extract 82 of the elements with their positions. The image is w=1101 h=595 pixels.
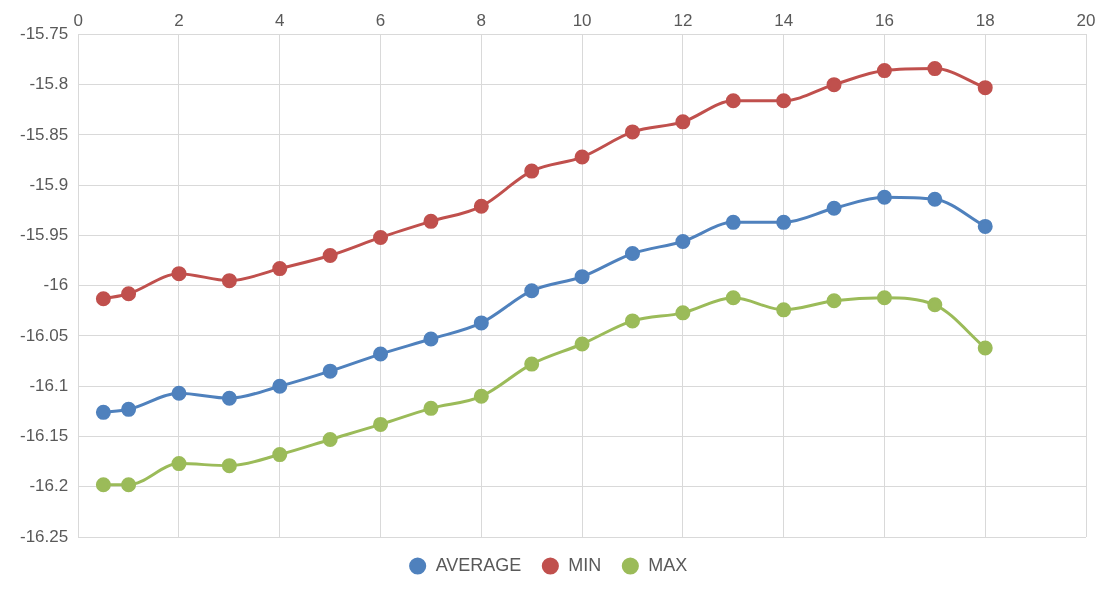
- y-tick-label: -15.85: [20, 124, 69, 144]
- y-tick-label: -15.9: [29, 174, 69, 194]
- legend-label: MIN: [568, 554, 602, 575]
- point: [121, 286, 137, 302]
- point: [373, 346, 389, 362]
- x-tick-label: 20: [1076, 10, 1096, 30]
- point: [876, 63, 892, 79]
- y-tick-label: -16: [43, 275, 69, 295]
- point: [95, 404, 111, 420]
- point: [171, 266, 187, 282]
- y-tick-label: -16.1: [29, 375, 69, 395]
- x-tick-label: 18: [975, 10, 995, 30]
- point: [272, 378, 288, 394]
- point: [272, 447, 288, 463]
- point: [574, 336, 590, 352]
- point: [826, 293, 842, 309]
- point: [574, 149, 590, 165]
- point: [624, 124, 640, 140]
- point: [524, 283, 540, 299]
- point: [624, 246, 640, 262]
- point: [322, 363, 338, 379]
- y-tick-label: -15.75: [20, 24, 69, 44]
- point: [725, 93, 741, 109]
- point: [675, 305, 691, 321]
- point: [977, 80, 993, 96]
- x-tick-label: 12: [673, 10, 693, 30]
- x-tick-label: 6: [375, 10, 386, 30]
- y-tick-label: -16.15: [20, 426, 69, 446]
- x-tick-label: 10: [572, 10, 592, 30]
- legend-label: MAX: [648, 554, 688, 575]
- point: [574, 269, 590, 285]
- x-tick-label: 0: [73, 10, 83, 30]
- point: [95, 477, 111, 493]
- x-tick-label: 14: [774, 10, 794, 30]
- point: [221, 390, 237, 406]
- x-tick-label: 4: [275, 10, 285, 30]
- y-tick-label: -16.25: [20, 526, 69, 546]
- point: [524, 356, 540, 372]
- point: [423, 213, 439, 229]
- point: [171, 385, 187, 401]
- point: [876, 290, 892, 306]
- y-tick-label: -15.8: [29, 74, 69, 94]
- point: [221, 273, 237, 289]
- point: [373, 229, 389, 245]
- point: [473, 198, 489, 214]
- point: [121, 477, 137, 493]
- point: [373, 416, 389, 432]
- point: [95, 291, 111, 307]
- point: [423, 331, 439, 347]
- point: [776, 93, 792, 109]
- point: [524, 163, 540, 179]
- x-tick-label: 8: [476, 10, 487, 30]
- point: [776, 302, 792, 318]
- y-tick-label: -15.95: [20, 225, 69, 245]
- point: [473, 388, 489, 404]
- point: [121, 401, 137, 417]
- point: [927, 297, 943, 313]
- point: [624, 313, 640, 329]
- point: [826, 200, 842, 216]
- point: [876, 189, 892, 205]
- point: [171, 456, 187, 472]
- legend-label: AVERAGE: [435, 554, 522, 575]
- point: [927, 191, 943, 207]
- point: [322, 432, 338, 447]
- point: [725, 290, 741, 306]
- point: [927, 61, 943, 77]
- point: [322, 248, 338, 264]
- point: [272, 261, 288, 277]
- y-tick-label: -16.05: [20, 325, 69, 345]
- point: [977, 340, 993, 356]
- point: [977, 218, 993, 234]
- x-tick-label: 2: [174, 10, 184, 30]
- point: [776, 214, 792, 230]
- point: [473, 315, 489, 331]
- point: [675, 114, 691, 130]
- point: [221, 458, 237, 474]
- y-tick-label: -16.2: [29, 476, 69, 496]
- point: [725, 214, 741, 230]
- point: [826, 77, 842, 93]
- x-tick-label: 16: [874, 10, 894, 30]
- point: [675, 233, 691, 249]
- point: [423, 400, 439, 416]
